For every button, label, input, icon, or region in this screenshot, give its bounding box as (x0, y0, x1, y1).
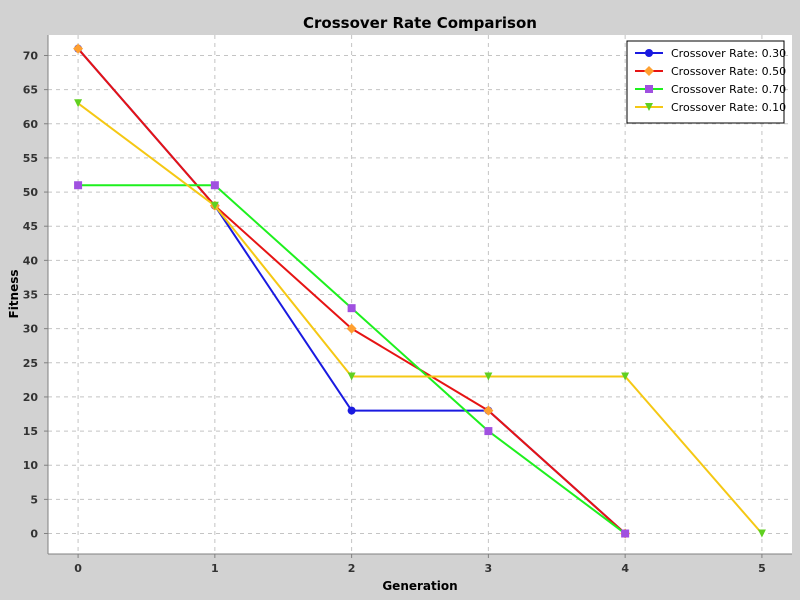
legend-item: Crossover Rate: 0.30 (635, 47, 786, 60)
y-tick-label: 55 (23, 152, 38, 165)
y-axis-label: Fitness (7, 269, 21, 318)
legend-marker (645, 85, 653, 93)
y-tick-label: 65 (23, 84, 38, 97)
y-tick-label: 60 (23, 118, 39, 131)
legend-label: Crossover Rate: 0.30 (671, 47, 786, 60)
legend-item: Crossover Rate: 0.10 (635, 101, 786, 114)
data-point (73, 43, 84, 54)
legend-label: Crossover Rate: 0.10 (671, 101, 786, 114)
data-point (484, 427, 493, 436)
x-axis-label: Generation (382, 579, 457, 593)
data-point (347, 406, 356, 415)
x-tick-label: 1 (211, 562, 219, 575)
data-point (621, 529, 630, 538)
y-tick-label: 70 (23, 49, 39, 62)
data-point (621, 372, 630, 381)
legend-label: Crossover Rate: 0.70 (671, 83, 786, 96)
data-point (757, 529, 766, 538)
legend-marker (645, 103, 653, 111)
series-2 (74, 181, 630, 538)
y-tick-label: 40 (23, 254, 39, 267)
legend-item: Crossover Rate: 0.70 (635, 83, 786, 96)
y-tick-label: 10 (23, 459, 39, 472)
x-tick-label: 0 (74, 562, 82, 575)
legend-marker (644, 66, 654, 76)
series-line (77, 102, 763, 535)
y-tick-label: 25 (23, 357, 38, 370)
x-tick-label: 3 (485, 562, 493, 575)
data-point (210, 201, 219, 210)
data-point (483, 405, 494, 416)
y-tick-label: 50 (23, 186, 39, 199)
data-point (347, 304, 356, 313)
data-point (74, 99, 83, 108)
chart-title: Crossover Rate Comparison (303, 14, 537, 32)
y-tick-label: 15 (23, 425, 38, 438)
data-point (484, 372, 493, 381)
y-tick-label: 30 (23, 323, 39, 336)
data-point (346, 323, 357, 334)
y-tick-label: 0 (30, 528, 38, 541)
data-point (74, 181, 83, 190)
legend: Crossover Rate: 0.30 Crossover Rate: 0.50… (626, 40, 786, 124)
legend-item: Crossover Rate: 0.50 (635, 65, 786, 78)
legend-label: Crossover Rate: 0.50 (671, 65, 786, 78)
legend-box (626, 40, 785, 124)
data-series (73, 43, 766, 539)
y-tick-label: 20 (23, 391, 39, 404)
y-tick-label: 5 (30, 493, 38, 506)
y-tick-label: 45 (23, 220, 38, 233)
x-tick-label: 4 (621, 562, 629, 575)
data-point (210, 181, 219, 190)
series-3 (74, 99, 766, 538)
x-tick-label: 2 (348, 562, 356, 575)
y-tick-label: 35 (23, 289, 38, 302)
legend-marker (645, 49, 653, 57)
grid-lines (48, 35, 792, 554)
data-point (347, 372, 356, 381)
x-tick-label: 5 (758, 562, 766, 575)
